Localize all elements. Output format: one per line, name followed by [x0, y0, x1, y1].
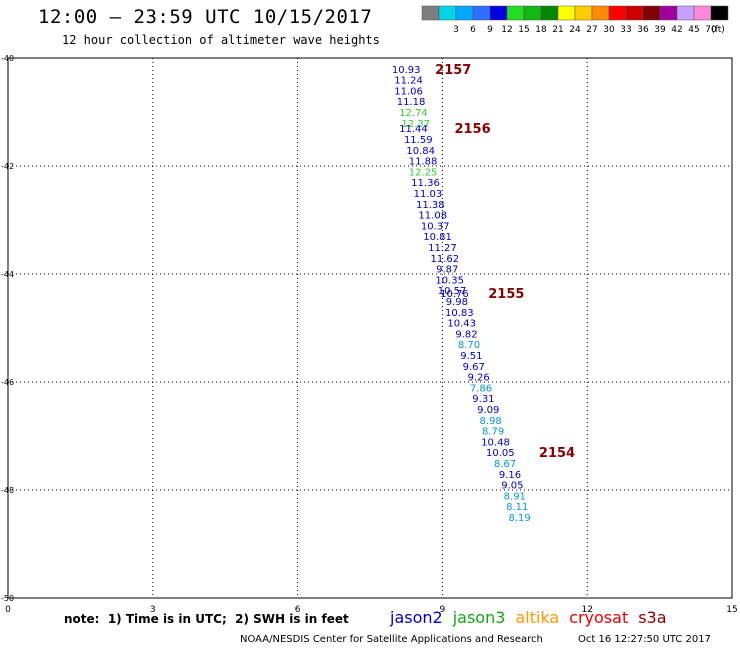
satellite-legend: jason2 jason3 altika cryosat s3a [390, 608, 677, 627]
pass-number-label: 2154 [539, 446, 575, 461]
wave-height-label: 9.09 [477, 405, 499, 416]
wave-height-label: 10.43 [447, 319, 476, 330]
y-tick-label: -46 [1, 378, 14, 387]
footer-credit: NOAA/NESDIS Center for Satellite Applica… [240, 634, 543, 645]
legend-item-altika: altika [515, 608, 560, 627]
pass-number-label: 2155 [488, 287, 524, 302]
colorbar-tick-label: 18 [535, 25, 547, 35]
wave-height-label: 9.31 [472, 394, 494, 405]
colorbar-tick-label: 3 [453, 25, 459, 35]
legend-item-jason3: jason3 [452, 608, 506, 627]
wave-height-label: 9.26 [467, 373, 489, 384]
wave-height-label: 11.24 [394, 76, 423, 87]
wave-height-label: 12.74 [399, 108, 428, 119]
x-tick-label: 12 [581, 605, 592, 615]
wave-height-label: 11.59 [404, 135, 433, 146]
wave-height-label: 11.18 [397, 97, 426, 108]
wave-height-label: 9.51 [460, 351, 482, 362]
wave-height-label: 11.06 [394, 86, 423, 97]
wave-height-label: 10.81 [423, 232, 452, 243]
wave-height-label: 10.48 [481, 437, 510, 448]
wave-height-label: 10.84 [406, 146, 435, 157]
wave-height-label: 9.67 [463, 362, 485, 373]
colorbar-tick-label: 27 [586, 25, 597, 35]
colorbar-tick-label: 21 [552, 25, 563, 35]
y-tick-label: -44 [1, 270, 14, 279]
x-tick-label: 3 [150, 605, 156, 615]
footer-note: note: 1) Time is in UTC; 2) SWH is in fe… [64, 612, 349, 626]
wave-height-label: 9.82 [455, 329, 477, 340]
y-tick-label: -48 [1, 486, 14, 495]
wave-height-label: 9.16 [499, 470, 521, 481]
pass-number-label: 2156 [454, 122, 490, 137]
wave-height-label: 11.88 [409, 157, 438, 168]
colorbar-tick-label: 39 [654, 25, 666, 35]
wave-height-label: 8.98 [480, 416, 502, 427]
page-title: 12:00 – 23:59 UTC 10/15/2017 [38, 6, 373, 28]
plot-frame [7, 57, 733, 599]
wave-height-label: 10.05 [486, 448, 515, 459]
wave-height-label: 11.62 [430, 254, 459, 265]
wave-height-label: 11.38 [416, 200, 445, 211]
x-tick-label: 15 [726, 605, 737, 615]
wave-height-label: 10.57 [438, 286, 467, 297]
colorbar-tick-label: 12 [501, 25, 512, 35]
wave-height-label: 8.67 [494, 459, 516, 470]
legend-item-jason2: jason2 [390, 608, 443, 627]
wave-height-label: 9.87 [436, 265, 458, 276]
colorbar-tick-label: 42 [671, 25, 682, 35]
colorbar-swatch [710, 5, 729, 21]
colorbar-tick-label: 15 [518, 25, 529, 35]
colorbar-tick-label: 24 [569, 25, 581, 35]
wave-height-label: 9.98 [446, 297, 468, 308]
colorbar-tick-label: 9 [487, 25, 493, 35]
wave-height-label: 10.35 [435, 275, 464, 286]
x-tick-label: 9 [440, 605, 446, 615]
legend-item-cryosat: cryosat [569, 608, 629, 627]
x-tick-label: 6 [295, 605, 301, 615]
wave-height-label: 10.83 [445, 308, 474, 319]
wave-height-label: 12.25 [409, 167, 438, 178]
footer-timestamp: Oct 16 12:27:50 UTC 2017 [578, 634, 711, 645]
colorbar-tick-label: 45 [688, 25, 699, 35]
wave-height-label: 11.03 [414, 189, 443, 200]
wave-height-label: 11.27 [428, 243, 457, 254]
wave-height-label: 9.05 [501, 481, 523, 492]
wave-height-chart: 0 3 6 9 12 15-40-42-44-46-48-5010.9311.2411.0… [1, 54, 738, 615]
pass-number-label: 2157 [435, 63, 471, 78]
colorbar-tick-label: 6 [470, 25, 476, 35]
wave-height-label: 10.93 [392, 65, 421, 76]
y-tick-label: -50 [1, 594, 14, 603]
wave-height-label: 7.86 [470, 383, 492, 394]
wave-height-label: 11.08 [418, 211, 447, 222]
wave-height-label: 8.19 [508, 513, 530, 524]
wave-height-label: 11.44 [399, 124, 428, 135]
wave-height-label: 8.91 [504, 491, 526, 502]
colorbar-tick-label: 36 [637, 25, 649, 35]
wave-height-label: 10.37 [421, 221, 450, 232]
colorbar-tick-label: 70 [705, 25, 717, 35]
colorbar-tick-label: 30 [603, 25, 615, 35]
wave-height-label: 8.79 [482, 427, 504, 438]
wave-height-label: 8.11 [506, 502, 528, 513]
colorbar-tick-label: 33 [620, 25, 631, 35]
page-subtitle: 12 hour collection of altimeter wave hei… [62, 33, 380, 47]
wave-height-label: 10.76 [440, 289, 469, 300]
wave-height-label: 11.36 [411, 178, 440, 189]
y-tick-label: -42 [1, 162, 14, 171]
legend-item-s3a: s3a [638, 608, 667, 627]
colorbar-unit: (ft) [711, 25, 725, 35]
wave-height-label: 12.37 [402, 119, 431, 130]
wave-height-label: 8.70 [458, 340, 480, 351]
y-tick-label: -40 [1, 54, 14, 63]
colorbar: 3 6 9 12 15 18 21 24 27 30 33 36 39 42 45 70(ft) [421, 5, 729, 35]
x-tick-label: 0 [5, 605, 11, 615]
